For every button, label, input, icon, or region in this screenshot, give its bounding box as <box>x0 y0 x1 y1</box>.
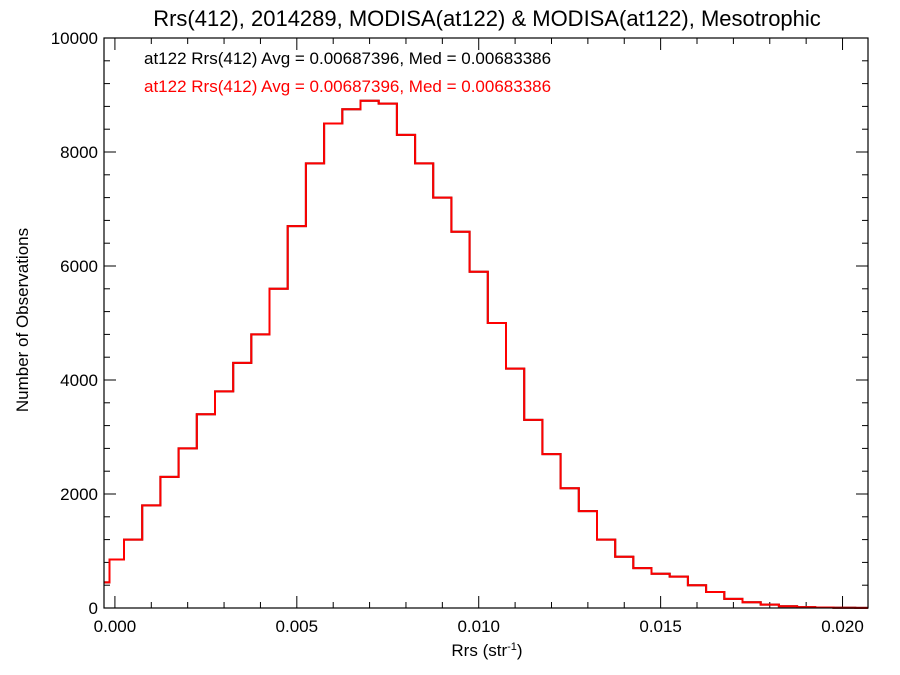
x-axis-label-end: ) <box>517 641 523 660</box>
x-axis-label: Rrs (str-1) <box>451 641 522 660</box>
axis-ticks <box>104 37 868 609</box>
y-tick-label: 6000 <box>60 257 98 276</box>
x-tick-label: 0.015 <box>639 617 682 636</box>
legend-entry-black: at122 Rrs(412) Avg = 0.00687396, Med = 0… <box>144 49 551 68</box>
y-tick-label: 8000 <box>60 143 98 162</box>
x-axis-label-main: Rrs (str <box>451 641 507 660</box>
x-axis-label-superscript: -1 <box>507 641 517 653</box>
y-axis-label: Number of Observations <box>13 228 32 412</box>
x-tick-label: 0.020 <box>821 617 864 636</box>
series-line-black <box>104 99 868 609</box>
y-tick-label: 0 <box>89 599 98 618</box>
x-tick-label: 0.010 <box>457 617 500 636</box>
series-line-red <box>104 99 868 609</box>
axis-tick-labels: 0.000 0.005 0.010 0.015 0.020 0 2000 4000 6000 80… <box>51 29 864 636</box>
chart-title: Rrs(412), 2014289, MODISA(at122) & MODIS… <box>153 6 821 31</box>
y-tick-label: 4000 <box>60 371 98 390</box>
x-tick-label: 0.005 <box>276 617 319 636</box>
y-tick-label: 2000 <box>60 485 98 504</box>
series-lines <box>104 99 868 609</box>
plot-frame <box>103 37 869 609</box>
x-tick-label: 0.000 <box>94 617 137 636</box>
legend-entry-red: at122 Rrs(412) Avg = 0.00687396, Med = 0… <box>144 77 551 96</box>
y-tick-label: 10000 <box>51 29 98 48</box>
